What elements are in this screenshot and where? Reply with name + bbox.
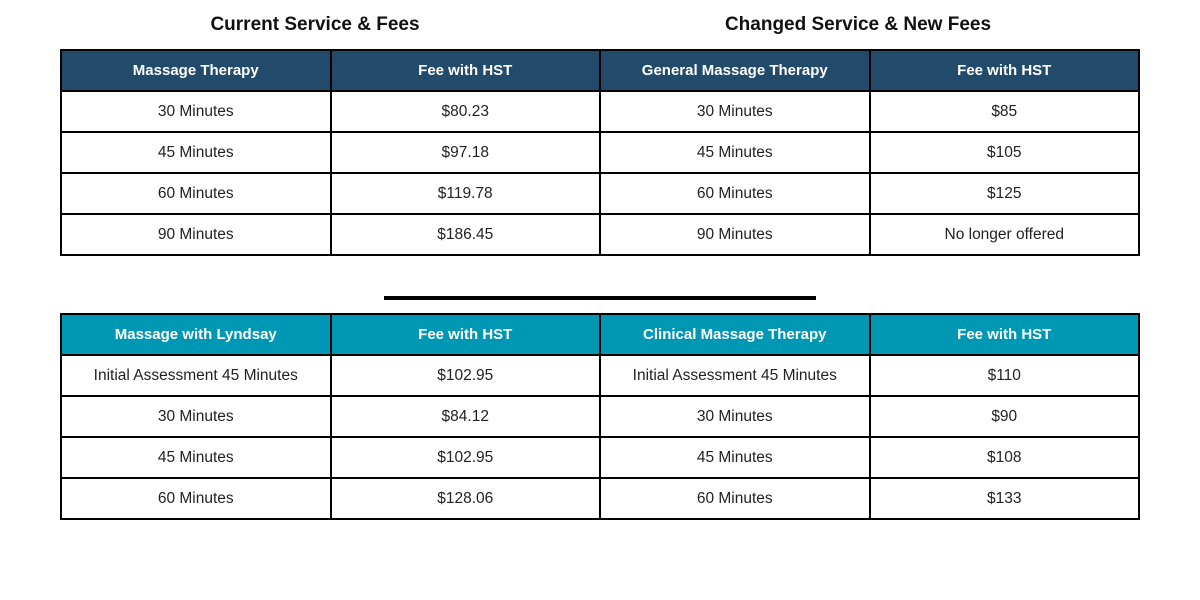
- table-cell: $97.18: [329, 131, 601, 174]
- table-row: 30 Minutes $80.23 30 Minutes $85: [60, 90, 1140, 133]
- table-cell: $102.95: [329, 354, 601, 397]
- table-row: 45 Minutes $102.95 45 Minutes $108: [60, 436, 1140, 479]
- table-cell: $102.95: [329, 436, 601, 479]
- table-header-row: Massage with Lyndsay Fee with HST Clinic…: [60, 313, 1140, 356]
- table-cell: 30 Minutes: [599, 90, 871, 133]
- table-cell: Initial Assessment 45 Minutes: [599, 354, 871, 397]
- table-cell: $125: [868, 172, 1140, 215]
- table-cell: 30 Minutes: [60, 395, 332, 438]
- table-row: 60 Minutes $119.78 60 Minutes $125: [60, 172, 1140, 215]
- table-header-row: Massage Therapy Fee with HST General Mas…: [60, 49, 1140, 92]
- column-header-new-service: Clinical Massage Therapy: [599, 313, 871, 356]
- table-cell: 45 Minutes: [60, 131, 332, 174]
- table-cell: 60 Minutes: [60, 172, 332, 215]
- table-row: 90 Minutes $186.45 90 Minutes No longer …: [60, 213, 1140, 256]
- table-cell: 45 Minutes: [599, 131, 871, 174]
- column-header-new-fee: Fee with HST: [868, 313, 1140, 356]
- table-row: 30 Minutes $84.12 30 Minutes $90: [60, 395, 1140, 438]
- column-header-current-service: Massage with Lyndsay: [60, 313, 332, 356]
- table-cell: $90: [868, 395, 1140, 438]
- current-fees-heading: Current Service & Fees: [210, 14, 420, 35]
- table-cell: 90 Minutes: [60, 213, 332, 256]
- table-cell: Initial Assessment 45 Minutes: [60, 354, 332, 397]
- table-cell: 30 Minutes: [60, 90, 332, 133]
- table-cell: 45 Minutes: [60, 436, 332, 479]
- table-row: 60 Minutes $128.06 60 Minutes $133: [60, 477, 1140, 520]
- column-header-current-service: Massage Therapy: [60, 49, 332, 92]
- table-cell: $85: [868, 90, 1140, 133]
- table-cell: 60 Minutes: [599, 477, 871, 520]
- table-cell: 60 Minutes: [599, 172, 871, 215]
- clinical-massage-fee-table: Massage with Lyndsay Fee with HST Clinic…: [60, 313, 1140, 520]
- table-cell: 60 Minutes: [60, 477, 332, 520]
- table-row: 45 Minutes $97.18 45 Minutes $105: [60, 131, 1140, 174]
- massage-therapy-fee-table: Massage Therapy Fee with HST General Mas…: [60, 49, 1140, 256]
- table-row: Initial Assessment 45 Minutes $102.95 In…: [60, 354, 1140, 397]
- table-cell: $110: [868, 354, 1140, 397]
- column-header-new-fee: Fee with HST: [868, 49, 1140, 92]
- table-cell: 90 Minutes: [599, 213, 871, 256]
- table-cell: $133: [868, 477, 1140, 520]
- table-cell: $108: [868, 436, 1140, 479]
- table-cell: 30 Minutes: [599, 395, 871, 438]
- table-cell: $119.78: [329, 172, 601, 215]
- table-cell: $80.23: [329, 90, 601, 133]
- column-header-new-service: General Massage Therapy: [599, 49, 871, 92]
- column-header-current-fee: Fee with HST: [329, 313, 601, 356]
- column-header-current-fee: Fee with HST: [329, 49, 601, 92]
- changed-fees-heading: Changed Service & New Fees: [724, 14, 992, 35]
- table-cell: $128.06: [329, 477, 601, 520]
- table-cell: 45 Minutes: [599, 436, 871, 479]
- table-cell: $186.45: [329, 213, 601, 256]
- table-cell: $84.12: [329, 395, 601, 438]
- table-cell: No longer offered: [868, 213, 1140, 256]
- table-cell: $105: [868, 131, 1140, 174]
- section-divider: [384, 296, 816, 300]
